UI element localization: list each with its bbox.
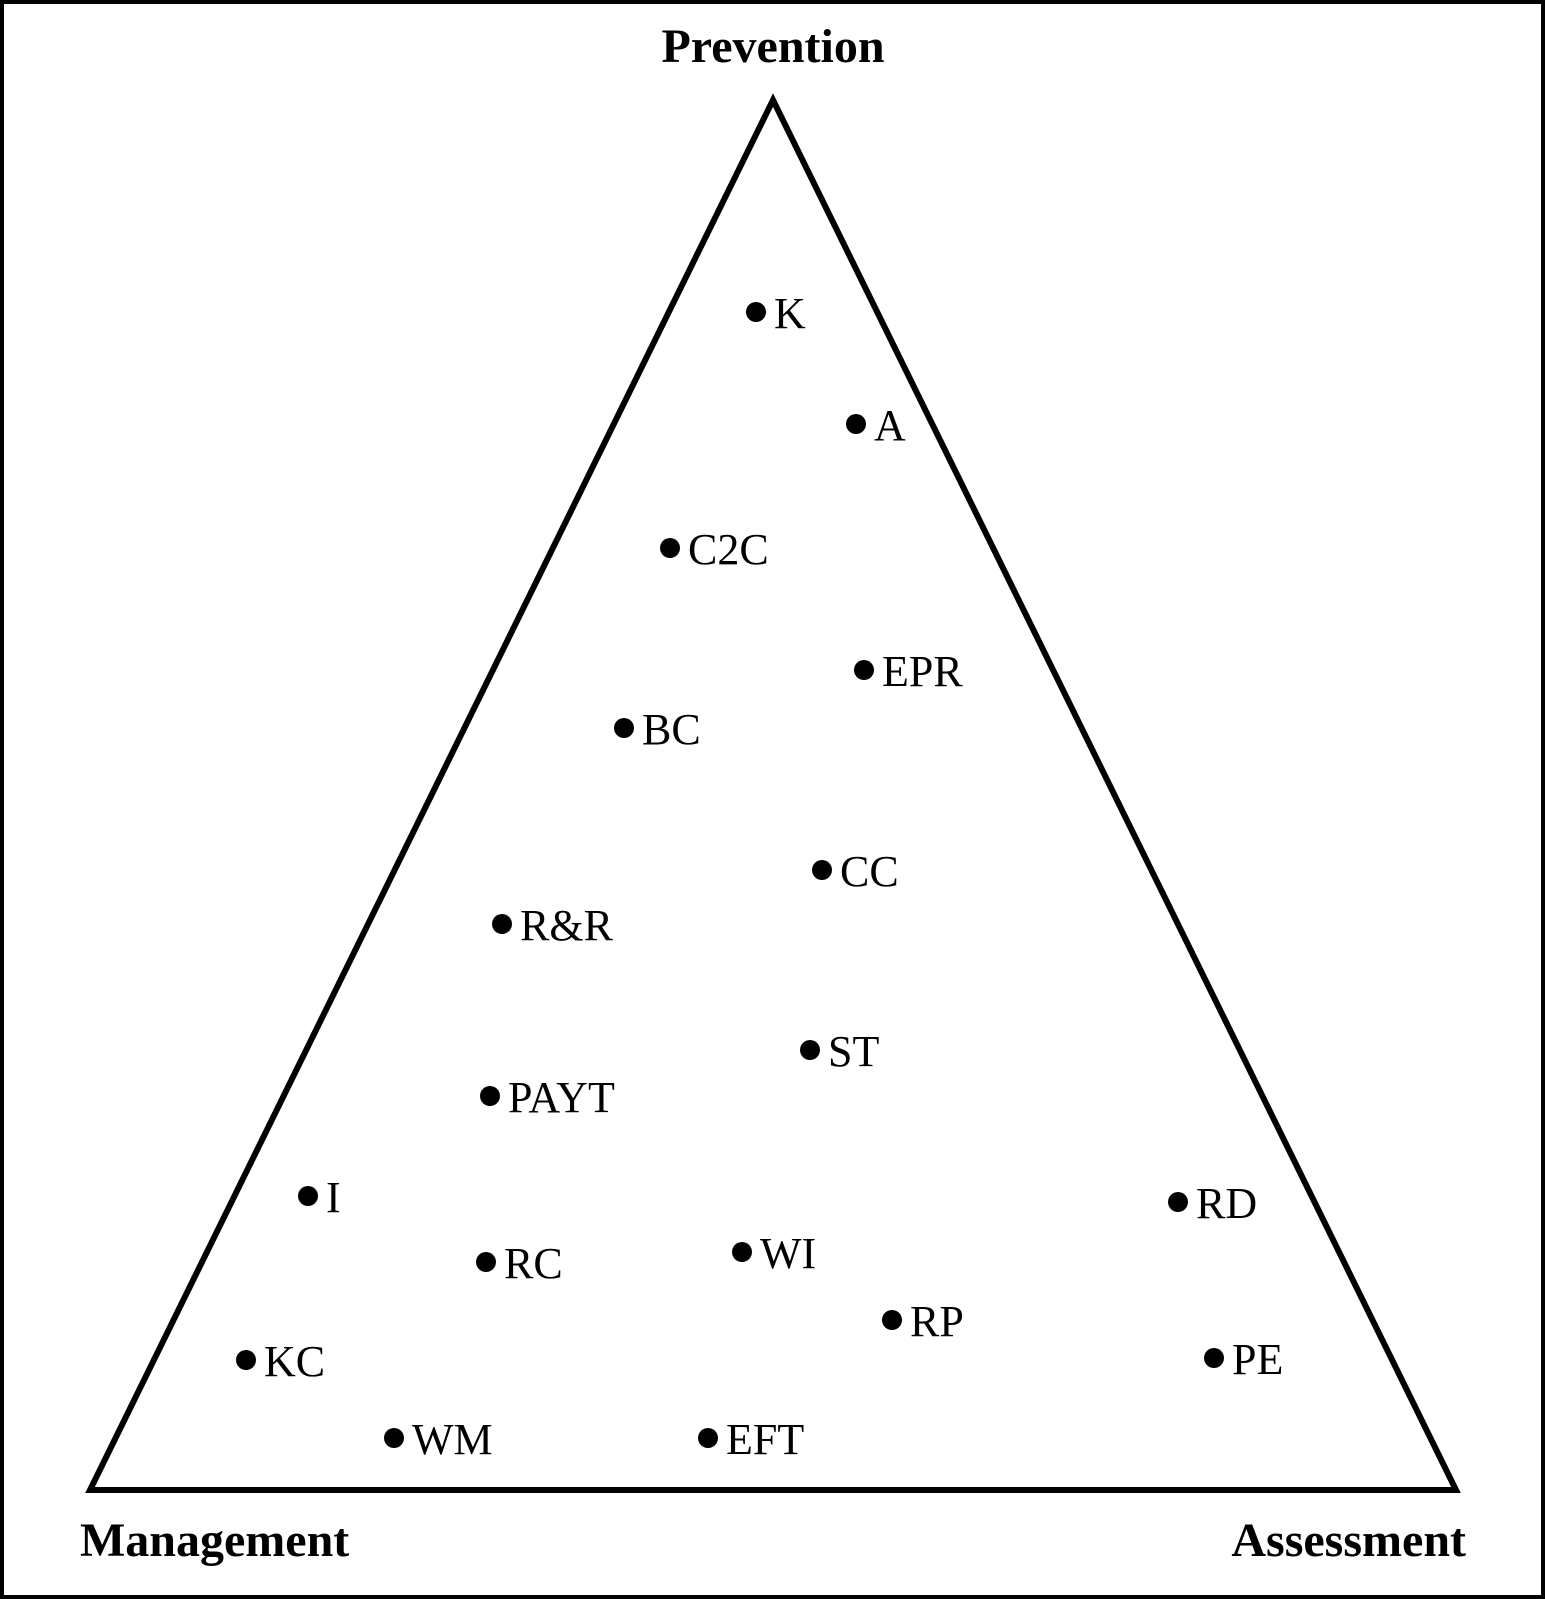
data-point xyxy=(746,302,766,322)
data-point xyxy=(492,914,512,934)
point-label: RD xyxy=(1196,1179,1257,1228)
vertex-label-top: Prevention xyxy=(661,20,884,73)
data-point xyxy=(480,1086,500,1106)
data-point xyxy=(854,660,874,680)
point-label: PAYT xyxy=(508,1073,615,1122)
data-point xyxy=(800,1040,820,1060)
point-label: ST xyxy=(828,1027,879,1076)
point-label: WI xyxy=(760,1229,816,1278)
point-label: KC xyxy=(264,1337,325,1386)
data-point xyxy=(614,718,634,738)
point-label: CC xyxy=(840,847,899,896)
point-label: EFT xyxy=(726,1415,804,1464)
diagram-frame: Prevention Management Assessment K A C2C EP… xyxy=(0,0,1545,1599)
point-label: A xyxy=(874,401,906,450)
point-label: RC xyxy=(504,1239,563,1288)
triangle-outline xyxy=(90,100,1456,1490)
data-point xyxy=(1168,1192,1188,1212)
data-point xyxy=(846,414,866,434)
point-label: BC xyxy=(642,705,701,754)
point-label: K xyxy=(774,289,806,338)
vertex-label-right: Assessment xyxy=(1231,1514,1466,1567)
point-label: C2C xyxy=(688,525,769,574)
data-point xyxy=(298,1186,318,1206)
point-label: WM xyxy=(412,1415,493,1464)
data-point xyxy=(476,1252,496,1272)
data-point xyxy=(698,1428,718,1448)
point-label: EPR xyxy=(882,647,963,696)
data-point xyxy=(660,538,680,558)
data-point xyxy=(1204,1348,1224,1368)
vertex-label-left: Management xyxy=(80,1514,349,1567)
point-label: R&R xyxy=(520,901,614,950)
ternary-diagram: Prevention Management Assessment K A C2C EP… xyxy=(0,0,1545,1599)
data-point xyxy=(236,1350,256,1370)
point-label: I xyxy=(326,1173,341,1222)
point-label: PE xyxy=(1232,1335,1283,1384)
outer-border xyxy=(2,2,1543,1597)
data-point xyxy=(812,860,832,880)
data-point xyxy=(882,1310,902,1330)
data-point xyxy=(384,1428,404,1448)
data-point xyxy=(732,1242,752,1262)
point-label: RP xyxy=(910,1297,964,1346)
